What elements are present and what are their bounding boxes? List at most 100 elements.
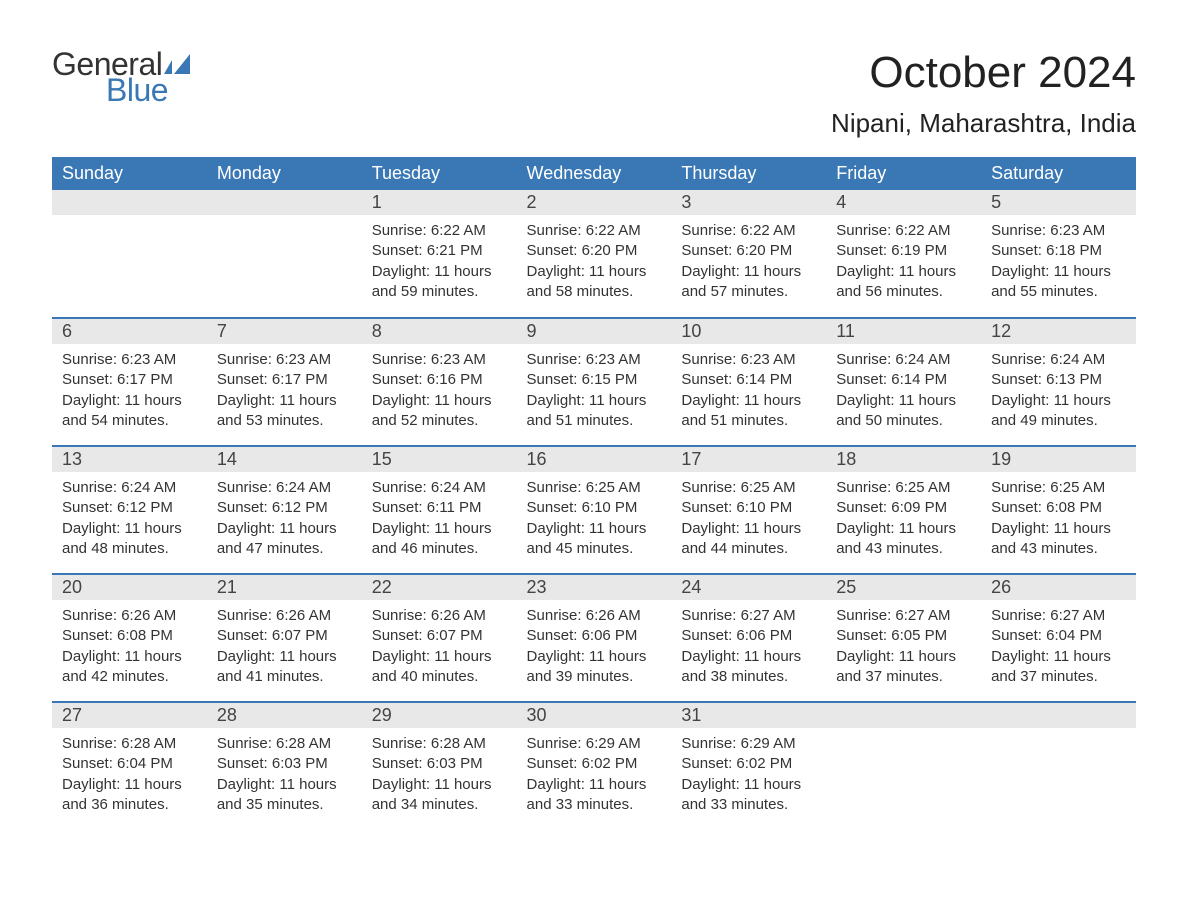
- day-details: Sunrise: 6:26 AMSunset: 6:07 PMDaylight:…: [207, 600, 362, 697]
- calendar-cell: [207, 190, 362, 318]
- calendar-cell: 25Sunrise: 6:27 AMSunset: 6:05 PMDayligh…: [826, 574, 981, 702]
- calendar-cell: 9Sunrise: 6:23 AMSunset: 6:15 PMDaylight…: [517, 318, 672, 446]
- daylight-line: Daylight: 11 hours and 48 minutes.: [62, 519, 197, 560]
- day-details: Sunrise: 6:27 AMSunset: 6:06 PMDaylight:…: [671, 600, 826, 697]
- calendar-cell: 23Sunrise: 6:26 AMSunset: 6:06 PMDayligh…: [517, 574, 672, 702]
- daylight-line: Daylight: 11 hours and 46 minutes.: [372, 519, 507, 560]
- day-number: 7: [207, 319, 362, 344]
- calendar-cell: 5Sunrise: 6:23 AMSunset: 6:18 PMDaylight…: [981, 190, 1136, 318]
- day-number: 10: [671, 319, 826, 344]
- sunrise-line: Sunrise: 6:23 AM: [681, 350, 816, 370]
- day-details: Sunrise: 6:25 AMSunset: 6:10 PMDaylight:…: [671, 472, 826, 569]
- calendar-cell: 22Sunrise: 6:26 AMSunset: 6:07 PMDayligh…: [362, 574, 517, 702]
- sunrise-line: Sunrise: 6:29 AM: [681, 734, 816, 754]
- calendar-week-row: 6Sunrise: 6:23 AMSunset: 6:17 PMDaylight…: [52, 318, 1136, 446]
- daylight-line: Daylight: 11 hours and 34 minutes.: [372, 775, 507, 816]
- day-header: Saturday: [981, 157, 1136, 190]
- day-details: Sunrise: 6:29 AMSunset: 6:02 PMDaylight:…: [671, 728, 826, 825]
- calendar-cell: [981, 702, 1136, 830]
- sunrise-line: Sunrise: 6:24 AM: [991, 350, 1126, 370]
- daylight-line: Daylight: 11 hours and 33 minutes.: [527, 775, 662, 816]
- calendar-cell: 31Sunrise: 6:29 AMSunset: 6:02 PMDayligh…: [671, 702, 826, 830]
- sunrise-line: Sunrise: 6:22 AM: [372, 221, 507, 241]
- day-number: 17: [671, 447, 826, 472]
- day-details: Sunrise: 6:29 AMSunset: 6:02 PMDaylight:…: [517, 728, 672, 825]
- day-number: 15: [362, 447, 517, 472]
- day-header: Monday: [207, 157, 362, 190]
- day-header: Friday: [826, 157, 981, 190]
- sunset-line: Sunset: 6:02 PM: [681, 754, 816, 774]
- day-number: [207, 190, 362, 215]
- day-number: 6: [52, 319, 207, 344]
- daylight-line: Daylight: 11 hours and 52 minutes.: [372, 391, 507, 432]
- day-details: Sunrise: 6:24 AMSunset: 6:13 PMDaylight:…: [981, 344, 1136, 441]
- calendar-week-row: 20Sunrise: 6:26 AMSunset: 6:08 PMDayligh…: [52, 574, 1136, 702]
- calendar-cell: 26Sunrise: 6:27 AMSunset: 6:04 PMDayligh…: [981, 574, 1136, 702]
- sunset-line: Sunset: 6:03 PM: [217, 754, 352, 774]
- day-number: 12: [981, 319, 1136, 344]
- day-details: Sunrise: 6:22 AMSunset: 6:20 PMDaylight:…: [671, 215, 826, 312]
- daylight-line: Daylight: 11 hours and 44 minutes.: [681, 519, 816, 560]
- daylight-line: Daylight: 11 hours and 41 minutes.: [217, 647, 352, 688]
- sunrise-line: Sunrise: 6:23 AM: [217, 350, 352, 370]
- sunrise-line: Sunrise: 6:29 AM: [527, 734, 662, 754]
- sunrise-line: Sunrise: 6:23 AM: [991, 221, 1126, 241]
- calendar-cell: 4Sunrise: 6:22 AMSunset: 6:19 PMDaylight…: [826, 190, 981, 318]
- calendar-table: Sunday Monday Tuesday Wednesday Thursday…: [52, 157, 1136, 830]
- daylight-line: Daylight: 11 hours and 37 minutes.: [991, 647, 1126, 688]
- day-header: Wednesday: [517, 157, 672, 190]
- daylight-line: Daylight: 11 hours and 45 minutes.: [527, 519, 662, 560]
- sunset-line: Sunset: 6:10 PM: [527, 498, 662, 518]
- day-details: Sunrise: 6:22 AMSunset: 6:20 PMDaylight:…: [517, 215, 672, 312]
- title-block: October 2024 Nipani, Maharashtra, India: [831, 48, 1136, 139]
- calendar-cell: [52, 190, 207, 318]
- daylight-line: Daylight: 11 hours and 49 minutes.: [991, 391, 1126, 432]
- sunrise-line: Sunrise: 6:24 AM: [217, 478, 352, 498]
- sunset-line: Sunset: 6:11 PM: [372, 498, 507, 518]
- sunrise-line: Sunrise: 6:24 AM: [62, 478, 197, 498]
- sunset-line: Sunset: 6:07 PM: [217, 626, 352, 646]
- day-header: Tuesday: [362, 157, 517, 190]
- calendar-cell: 29Sunrise: 6:28 AMSunset: 6:03 PMDayligh…: [362, 702, 517, 830]
- sunset-line: Sunset: 6:09 PM: [836, 498, 971, 518]
- sunset-line: Sunset: 6:04 PM: [991, 626, 1126, 646]
- sunrise-line: Sunrise: 6:27 AM: [836, 606, 971, 626]
- day-number: 19: [981, 447, 1136, 472]
- day-details: Sunrise: 6:24 AMSunset: 6:14 PMDaylight:…: [826, 344, 981, 441]
- calendar-cell: 24Sunrise: 6:27 AMSunset: 6:06 PMDayligh…: [671, 574, 826, 702]
- calendar-cell: 20Sunrise: 6:26 AMSunset: 6:08 PMDayligh…: [52, 574, 207, 702]
- calendar-cell: 7Sunrise: 6:23 AMSunset: 6:17 PMDaylight…: [207, 318, 362, 446]
- daylight-line: Daylight: 11 hours and 37 minutes.: [836, 647, 971, 688]
- day-number: 28: [207, 703, 362, 728]
- daylight-line: Daylight: 11 hours and 47 minutes.: [217, 519, 352, 560]
- calendar-cell: 18Sunrise: 6:25 AMSunset: 6:09 PMDayligh…: [826, 446, 981, 574]
- daylight-line: Daylight: 11 hours and 42 minutes.: [62, 647, 197, 688]
- calendar-cell: 13Sunrise: 6:24 AMSunset: 6:12 PMDayligh…: [52, 446, 207, 574]
- day-details: Sunrise: 6:24 AMSunset: 6:12 PMDaylight:…: [52, 472, 207, 569]
- brand-word2: Blue: [106, 74, 190, 106]
- calendar-cell: 2Sunrise: 6:22 AMSunset: 6:20 PMDaylight…: [517, 190, 672, 318]
- sunset-line: Sunset: 6:02 PM: [527, 754, 662, 774]
- day-number: 9: [517, 319, 672, 344]
- sunset-line: Sunset: 6:08 PM: [991, 498, 1126, 518]
- calendar-cell: 12Sunrise: 6:24 AMSunset: 6:13 PMDayligh…: [981, 318, 1136, 446]
- sunrise-line: Sunrise: 6:27 AM: [991, 606, 1126, 626]
- day-number: 31: [671, 703, 826, 728]
- day-details: Sunrise: 6:25 AMSunset: 6:09 PMDaylight:…: [826, 472, 981, 569]
- sunrise-line: Sunrise: 6:22 AM: [836, 221, 971, 241]
- daylight-line: Daylight: 11 hours and 53 minutes.: [217, 391, 352, 432]
- daylight-line: Daylight: 11 hours and 58 minutes.: [527, 262, 662, 303]
- sunset-line: Sunset: 6:07 PM: [372, 626, 507, 646]
- day-number: 5: [981, 190, 1136, 215]
- day-details: Sunrise: 6:28 AMSunset: 6:03 PMDaylight:…: [362, 728, 517, 825]
- calendar-week-row: 1Sunrise: 6:22 AMSunset: 6:21 PMDaylight…: [52, 190, 1136, 318]
- sunrise-line: Sunrise: 6:26 AM: [372, 606, 507, 626]
- calendar-week-row: 13Sunrise: 6:24 AMSunset: 6:12 PMDayligh…: [52, 446, 1136, 574]
- day-details: Sunrise: 6:23 AMSunset: 6:15 PMDaylight:…: [517, 344, 672, 441]
- sunset-line: Sunset: 6:12 PM: [62, 498, 197, 518]
- day-details: Sunrise: 6:28 AMSunset: 6:03 PMDaylight:…: [207, 728, 362, 825]
- sunrise-line: Sunrise: 6:28 AM: [217, 734, 352, 754]
- sunrise-line: Sunrise: 6:25 AM: [836, 478, 971, 498]
- day-details: Sunrise: 6:25 AMSunset: 6:08 PMDaylight:…: [981, 472, 1136, 569]
- day-details: Sunrise: 6:24 AMSunset: 6:12 PMDaylight:…: [207, 472, 362, 569]
